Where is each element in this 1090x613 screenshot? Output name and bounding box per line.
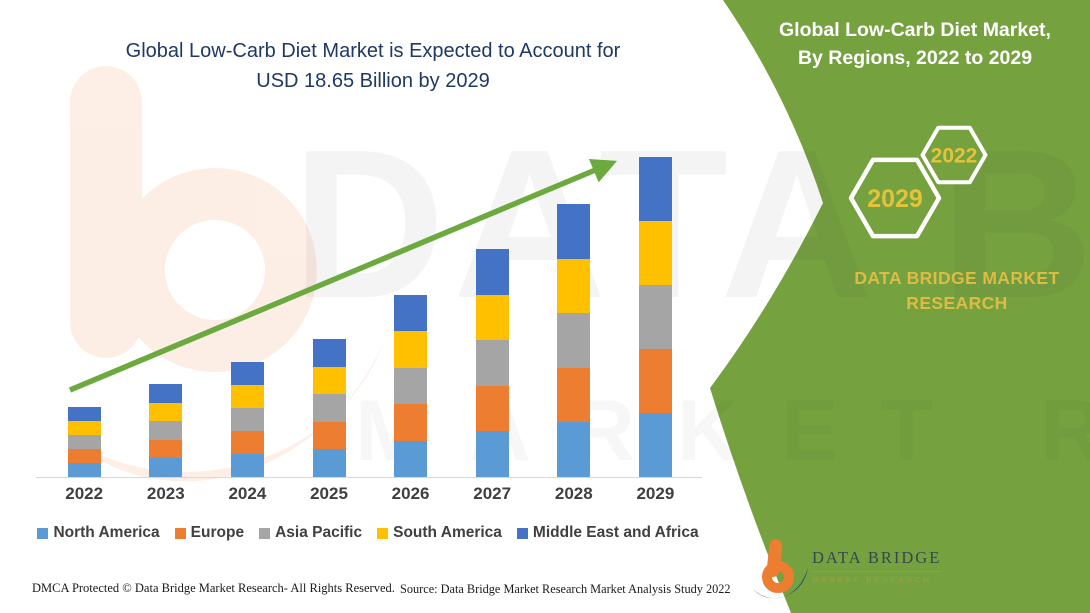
legend-label: South America xyxy=(393,524,502,541)
panel-title: Global Low-Carb Diet Market, By Regions,… xyxy=(742,16,1088,72)
bar-segment-2027-middle-east-and-africa xyxy=(475,248,509,295)
x-axis-label-2022: 2022 xyxy=(65,484,104,503)
bar-segment-2022-south-america xyxy=(67,421,101,435)
x-axis-label-2024: 2024 xyxy=(228,484,267,503)
bar-segment-2022-north-america xyxy=(67,462,101,477)
bar-segment-2026-asia-pacific xyxy=(394,367,428,405)
hexagon-2029-label: 2029 xyxy=(867,185,923,213)
bar-segment-2025-middle-east-and-africa xyxy=(312,339,346,367)
legend-swatch-icon xyxy=(174,527,186,539)
bar-segment-2028-asia-pacific xyxy=(557,313,591,368)
brand-text: DATA BRIDGE MARKET RESEARCH xyxy=(843,266,1071,316)
watermark-b-shape xyxy=(64,66,384,482)
legend-swatch-icon xyxy=(37,527,49,539)
bar-segment-2028-middle-east-and-africa xyxy=(557,204,591,259)
bar-segment-2023-middle-east-and-africa xyxy=(149,384,183,403)
legend-label: Middle East and Africa xyxy=(532,524,699,541)
page-title-line2: USD 18.65 Billion by 2029 xyxy=(256,70,490,92)
bar-segment-2027-north-america xyxy=(475,431,509,477)
footer-dmca-text: DMCA Protected © Data Bridge Market Rese… xyxy=(32,581,395,595)
bar-segment-2024-europe xyxy=(230,431,264,454)
bar-segment-2026-north-america xyxy=(394,440,428,477)
hexagon-2022-label: 2022 xyxy=(931,145,978,168)
bar-segment-2022-middle-east-and-africa xyxy=(67,406,101,422)
panel-title-line2: By Regions, 2022 to 2029 xyxy=(797,47,1033,69)
legend-item-europe: Europe xyxy=(174,524,245,542)
hexagon-2029 xyxy=(848,157,942,239)
company-logo-icon xyxy=(753,539,808,599)
bar-segment-2025-asia-pacific xyxy=(312,394,346,422)
logo-title: DATA BRIDGE xyxy=(812,548,942,572)
bar-segment-2024-north-america xyxy=(230,454,264,477)
panel-title-line1: Global Low-Carb Diet Market, xyxy=(779,19,1051,41)
x-axis-label-2023: 2023 xyxy=(146,484,185,503)
bar-segment-2025-europe xyxy=(312,421,346,450)
trend-arrow-line xyxy=(68,158,618,393)
bar-segment-2028-north-america xyxy=(557,422,591,477)
page-title: Global Low-Carb Diet Market is Expected … xyxy=(60,36,686,96)
bar-segment-2029-north-america xyxy=(638,413,672,477)
bar-segment-2029-europe xyxy=(638,349,672,413)
x-axis-label-2025: 2025 xyxy=(310,484,348,503)
bar-segment-2026-middle-east-and-africa xyxy=(394,294,428,332)
bar-segment-2024-asia-pacific xyxy=(230,408,264,431)
legend-swatch-icon xyxy=(259,527,271,539)
bar-segment-2024-middle-east-and-africa xyxy=(230,361,264,385)
legend-item-north-america: North America xyxy=(37,524,160,542)
company-logo: DATA BRIDGE MARKET RESEARCH xyxy=(750,536,980,606)
x-axis-label-2028: 2028 xyxy=(554,484,593,503)
green-panel-shape xyxy=(710,0,1090,613)
chart-legend: North America Europe Asia Pacific South Ame… xyxy=(37,524,699,542)
brand-text-line1: DATA BRIDGE MARKET xyxy=(854,268,1060,288)
legend-label: Asia Pacific xyxy=(275,524,363,541)
legend-item-asia-pacific: Asia Pacific xyxy=(259,524,362,542)
legend-swatch-icon xyxy=(516,527,528,539)
bar-segment-2027-south-america xyxy=(475,294,509,341)
legend-label: North America xyxy=(53,524,160,541)
bar-segment-2028-europe xyxy=(557,367,591,423)
x-axis-label-2026: 2026 xyxy=(391,484,430,503)
page-title-line1: Global Low-Carb Diet Market is Expected … xyxy=(125,40,621,62)
bar-segment-2026-south-america xyxy=(394,331,428,368)
bar-segment-2023-europe xyxy=(149,439,183,459)
legend-item-south-america: South America xyxy=(377,524,502,542)
bar-segment-2029-south-america xyxy=(638,221,672,285)
brand-text-line2: RESEARCH xyxy=(906,293,1008,313)
hexagon-2022 xyxy=(920,125,988,185)
logo-subtitle: MARKET RESEARCH xyxy=(812,575,932,584)
bar-segment-2028-south-america xyxy=(557,258,591,314)
bar-segment-2023-asia-pacific xyxy=(149,421,183,440)
bar-segment-2022-asia-pacific xyxy=(67,434,101,449)
bar-segment-2023-south-america xyxy=(149,402,183,422)
bar-segment-2029-asia-pacific xyxy=(638,285,672,349)
x-axis-line xyxy=(36,477,702,478)
x-axis-label-2029: 2029 xyxy=(636,484,675,503)
bar-segment-2025-south-america xyxy=(312,366,346,395)
footer-source-text: Source: Data Bridge Market Research Mark… xyxy=(400,582,731,596)
bar-segment-2025-north-america xyxy=(312,449,346,477)
legend-swatch-icon xyxy=(377,527,389,539)
legend-item-middle-east-and-africa: Middle East and Africa xyxy=(516,524,699,542)
bar-segment-2022-europe xyxy=(67,448,101,463)
legend-label: Europe xyxy=(190,524,245,541)
x-axis-label-2027: 2027 xyxy=(473,484,512,503)
watermark-logo-icon xyxy=(64,66,384,482)
bar-segment-2026-europe xyxy=(394,404,428,441)
bar-segment-2024-south-america xyxy=(230,384,264,409)
bar-segment-2023-north-america xyxy=(149,458,183,477)
bar-segment-2029-middle-east-and-africa xyxy=(638,157,672,221)
bar-segment-2027-europe xyxy=(475,385,509,432)
bar-segment-2027-asia-pacific xyxy=(475,340,509,386)
